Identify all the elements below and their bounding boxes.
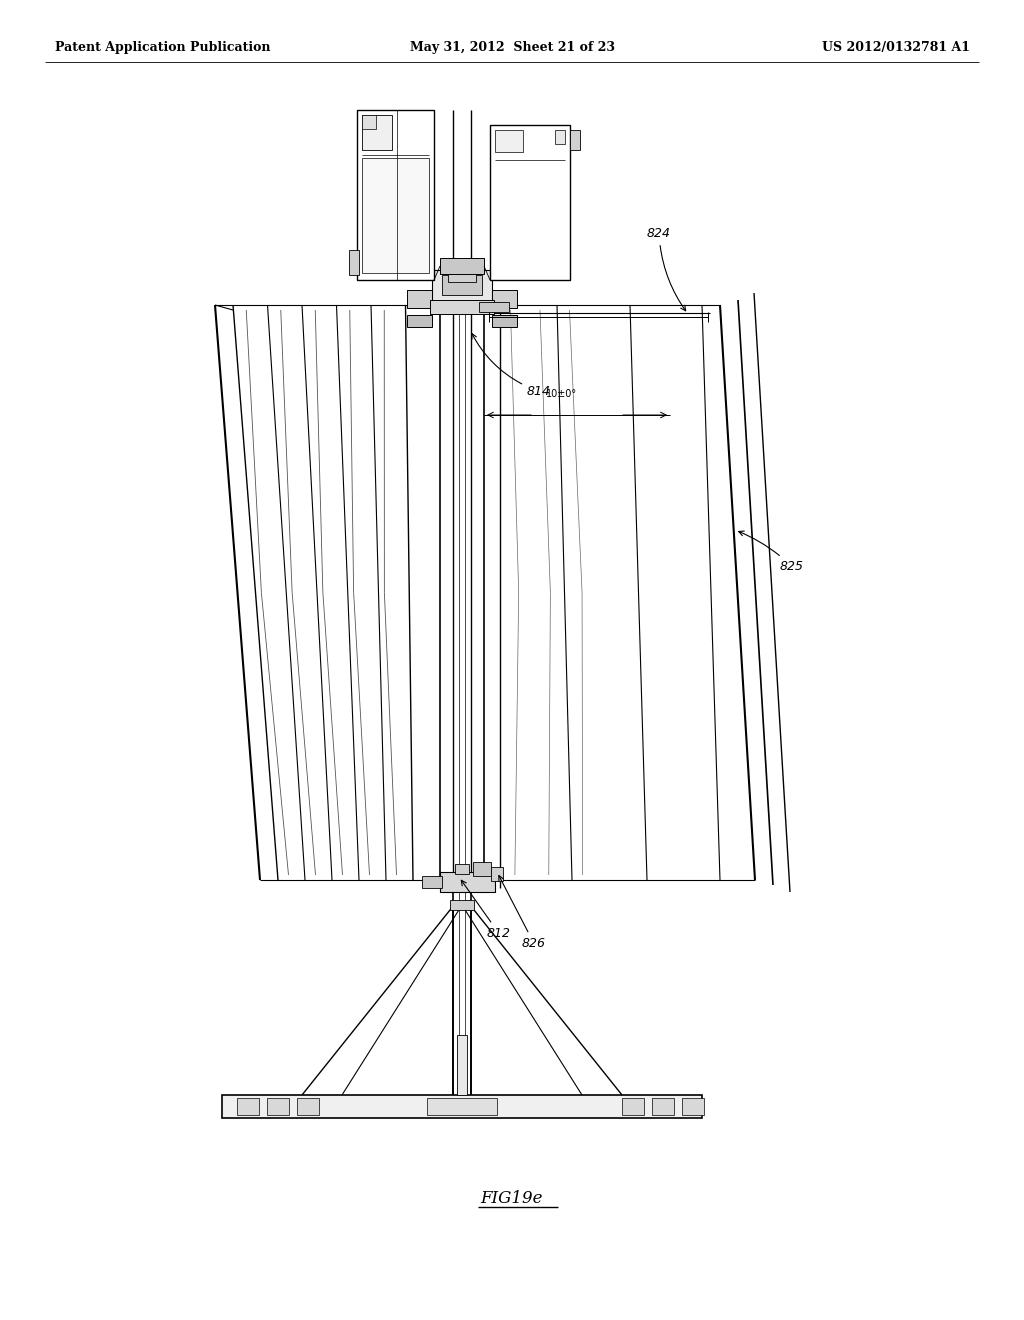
- Bar: [407, 315, 432, 327]
- Bar: [362, 115, 392, 150]
- Text: 825: 825: [738, 531, 804, 573]
- Bar: [652, 1098, 674, 1115]
- Bar: [432, 271, 492, 310]
- Text: 814: 814: [472, 334, 551, 399]
- Bar: [237, 1098, 259, 1115]
- Bar: [267, 1098, 289, 1115]
- Text: 10±0°: 10±0°: [547, 389, 578, 399]
- Bar: [492, 315, 517, 327]
- Bar: [622, 1098, 644, 1115]
- Bar: [490, 125, 570, 280]
- Bar: [297, 1098, 319, 1115]
- Bar: [473, 862, 490, 876]
- Bar: [349, 249, 359, 275]
- Text: Patent Application Publication: Patent Application Publication: [55, 41, 270, 54]
- Bar: [457, 1035, 467, 1096]
- Bar: [422, 876, 442, 888]
- Bar: [222, 1096, 702, 1118]
- Bar: [407, 290, 432, 308]
- Text: FIG19e: FIG19e: [480, 1191, 544, 1206]
- Text: 812: 812: [462, 880, 511, 940]
- Bar: [479, 302, 509, 312]
- Bar: [570, 129, 580, 150]
- Text: 824: 824: [647, 227, 686, 310]
- Bar: [490, 867, 503, 880]
- Text: 826: 826: [499, 875, 546, 950]
- Bar: [362, 158, 429, 273]
- Bar: [440, 257, 484, 275]
- Bar: [427, 1098, 497, 1115]
- Bar: [362, 115, 376, 129]
- Bar: [555, 129, 565, 144]
- Bar: [440, 873, 495, 892]
- Text: May 31, 2012  Sheet 21 of 23: May 31, 2012 Sheet 21 of 23: [410, 41, 614, 54]
- Bar: [449, 271, 476, 282]
- Bar: [492, 290, 517, 308]
- Text: US 2012/0132781 A1: US 2012/0132781 A1: [822, 41, 970, 54]
- Bar: [495, 129, 523, 152]
- Bar: [450, 900, 474, 909]
- Bar: [357, 110, 434, 280]
- Bar: [455, 865, 469, 874]
- Bar: [430, 300, 494, 314]
- Bar: [682, 1098, 705, 1115]
- Bar: [442, 275, 482, 294]
